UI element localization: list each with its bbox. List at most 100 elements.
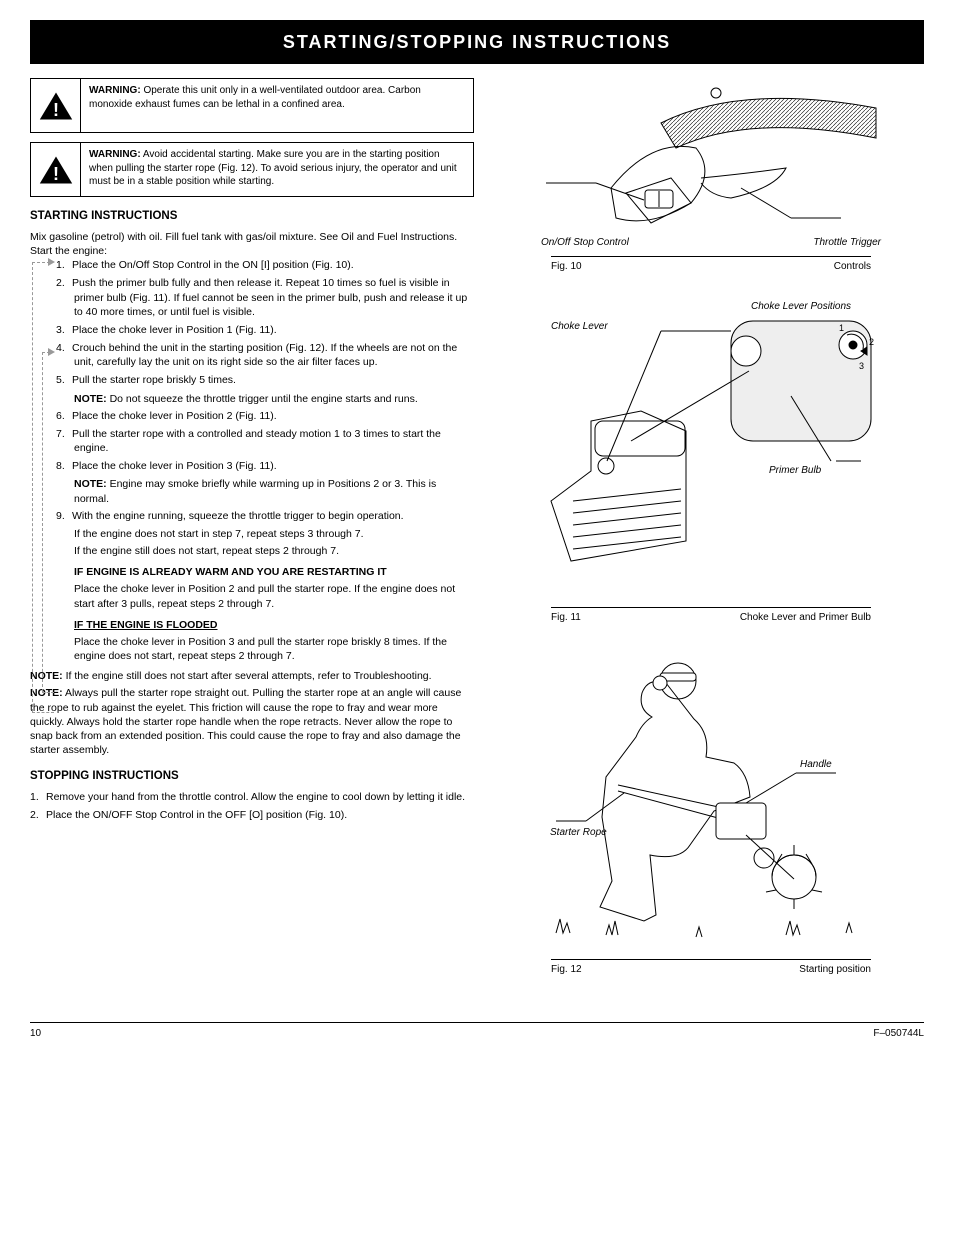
step-text: Place the ON/OFF Stop Control in the OFF… xyxy=(46,809,347,821)
fig10-label-b: Throttle Trigger xyxy=(813,236,881,250)
right-column: On/Off Stop Control Throttle Trigger Fig… xyxy=(498,78,924,1004)
branch-7b: If the engine still does not start, repe… xyxy=(56,544,474,558)
step-num: 5. xyxy=(56,373,72,387)
step-num: 1. xyxy=(30,790,46,804)
note-1: NOTE: Do not squeeze the throttle trigge… xyxy=(56,392,474,406)
figure-11-illustration: 1 2 3 Choke Lever Primer Bulb Choke Leve… xyxy=(531,301,891,601)
step-text: Pull the starter rope with a controlled … xyxy=(72,428,441,454)
flow-line-inner-bottom xyxy=(42,692,54,693)
step-text: Crouch behind the unit in the starting p… xyxy=(72,342,457,368)
page-footer: 10 F–050744L xyxy=(30,1022,924,1041)
fig10-label-a: On/Off Stop Control xyxy=(541,236,629,250)
step-text: Push the primer bulb fully and then rele… xyxy=(72,277,467,317)
step-text: With the engine running, squeeze the thr… xyxy=(72,510,404,522)
page-number: 10 xyxy=(30,1027,41,1041)
step-num: 2. xyxy=(56,276,72,290)
warning-2-body: Avoid accidental starting. Make sure you… xyxy=(89,149,457,187)
stop-step: 2.Place the ON/OFF Stop Control in the O… xyxy=(30,808,474,822)
step-text: Remove your hand from the throttle contr… xyxy=(46,791,465,803)
stop-step: 1.Remove your hand from the throttle con… xyxy=(30,790,474,804)
fig10-number: Fig. 10 xyxy=(551,260,582,274)
fig11-label-a: Choke Lever xyxy=(551,321,608,332)
svg-text:!: ! xyxy=(53,100,59,120)
figure-11: 1 2 3 Choke Lever Primer Bulb Choke Leve… xyxy=(498,301,924,625)
note-text: Always pull the starter rope straight ou… xyxy=(30,687,461,756)
warning-2-label: WARNING: xyxy=(89,149,141,160)
left-column: ! WARNING: Operate this unit only in a w… xyxy=(30,78,480,1004)
flooded-heading: IF THE ENGINE IS FLOODED xyxy=(74,618,474,632)
warning-1-text: WARNING: Operate this unit only in a wel… xyxy=(81,79,473,132)
two-column-layout: ! WARNING: Operate this unit only in a w… xyxy=(30,78,924,1004)
step: 2.Push the primer bulb fully and then re… xyxy=(56,276,474,319)
flow-line-inner xyxy=(42,352,43,692)
step-text: Place the choke lever in Position 3 (Fig… xyxy=(72,460,277,472)
step: 7.Pull the starter rope with a controlle… xyxy=(56,427,474,455)
flow-line-outer-bottom xyxy=(32,712,54,713)
step-num: 7. xyxy=(56,427,72,441)
step: 9.With the engine running, squeeze the t… xyxy=(56,509,474,523)
flow-arrow-icon xyxy=(48,348,55,356)
step: 1.Place the On/Off Stop Control in the O… xyxy=(56,258,474,272)
note-text: If the engine still does not start after… xyxy=(66,670,432,682)
fig11-number: Fig. 11 xyxy=(551,611,581,625)
warning-triangle-icon: ! xyxy=(31,79,81,132)
svg-text:!: ! xyxy=(53,164,59,184)
step: 3.Place the choke lever in Position 1 (F… xyxy=(56,323,474,337)
figure-10: On/Off Stop Control Throttle Trigger Fig… xyxy=(498,78,924,273)
warning-1-label: WARNING: xyxy=(89,85,141,96)
note-label: NOTE: xyxy=(74,393,107,405)
flow-arrow-icon xyxy=(48,258,55,266)
step: 8.Place the choke lever in Position 3 (F… xyxy=(56,459,474,473)
svg-text:1: 1 xyxy=(839,323,844,333)
fig12-caption: Starting position xyxy=(799,963,871,977)
step: 5.Pull the starter rope briskly 5 times. xyxy=(56,373,474,387)
warning-box-2: ! WARNING: Avoid accidental starting. Ma… xyxy=(30,142,474,197)
starting-instructions-heading: STARTING INSTRUCTIONS xyxy=(30,209,474,225)
branch-7a: If the engine does not start in step 7, … xyxy=(56,527,474,541)
warning-2-text: WARNING: Avoid accidental starting. Make… xyxy=(81,143,473,196)
step: 4.Crouch behind the unit in the starting… xyxy=(56,341,474,369)
fig12-number: Fig. 12 xyxy=(551,963,582,977)
fig11-label-c: Choke Lever Positions xyxy=(751,301,851,312)
note-label: NOTE: xyxy=(74,478,107,490)
figure-12: Starter Rope Handle Fig. 12 Starting pos… xyxy=(498,653,924,977)
note-text: Do not squeeze the throttle trigger unti… xyxy=(110,393,418,405)
warm-restart-heading: IF ENGINE IS ALREADY WARM AND YOU ARE RE… xyxy=(74,565,474,579)
figure-12-illustration: Starter Rope Handle xyxy=(546,653,876,953)
step-num: 3. xyxy=(56,323,72,337)
step-num: 1. xyxy=(56,258,72,272)
flow-line-outer xyxy=(32,262,33,712)
figure-10-illustration xyxy=(541,78,881,258)
step-num: 6. xyxy=(56,409,72,423)
document-number: F–050744L xyxy=(873,1027,924,1041)
flooded-text: Place the choke lever in Position 3 and … xyxy=(56,635,474,663)
page-header: STARTING/STOPPING INSTRUCTIONS xyxy=(30,20,924,64)
step-num: 2. xyxy=(30,808,46,822)
step-list: 1.Place the On/Off Stop Control in the O… xyxy=(30,258,474,663)
step-num: 8. xyxy=(56,459,72,473)
fig12-label-a: Starter Rope xyxy=(550,827,607,838)
warning-box-1: ! WARNING: Operate this unit only in a w… xyxy=(30,78,474,133)
step: 6.Place the choke lever in Position 2 (F… xyxy=(56,409,474,423)
note-label: NOTE: xyxy=(30,687,63,699)
warning-triangle-icon: ! xyxy=(31,143,81,196)
fig11-label-b: Primer Bulb xyxy=(769,465,822,476)
note-text: Engine may smoke briefly while warming u… xyxy=(74,478,436,504)
svg-text:3: 3 xyxy=(859,361,864,371)
step-text: Place the choke lever in Position 2 (Fig… xyxy=(72,410,277,422)
svg-text:2: 2 xyxy=(869,337,874,347)
note-4: NOTE: Always pull the starter rope strai… xyxy=(30,686,474,757)
fig12-label-b: Handle xyxy=(800,759,832,770)
note-3: NOTE: If the engine still does not start… xyxy=(30,669,474,683)
warm-restart-text: Place the choke lever in Position 2 and … xyxy=(56,582,474,610)
fig11-caption: Choke Lever and Primer Bulb xyxy=(740,611,871,625)
step-num: 4. xyxy=(56,341,72,355)
step-num: 9. xyxy=(56,509,72,523)
note-label: NOTE: xyxy=(30,670,63,682)
step-text: Pull the starter rope briskly 5 times. xyxy=(72,374,236,386)
stopping-instructions-heading: STOPPING INSTRUCTIONS xyxy=(30,769,474,785)
fig10-caption: Controls xyxy=(834,260,871,274)
note-2: NOTE: Engine may smoke briefly while war… xyxy=(56,477,474,505)
intro-paragraph: Mix gasoline (petrol) with oil. Fill fue… xyxy=(30,230,474,258)
step-text: Place the choke lever in Position 1 (Fig… xyxy=(72,324,277,336)
